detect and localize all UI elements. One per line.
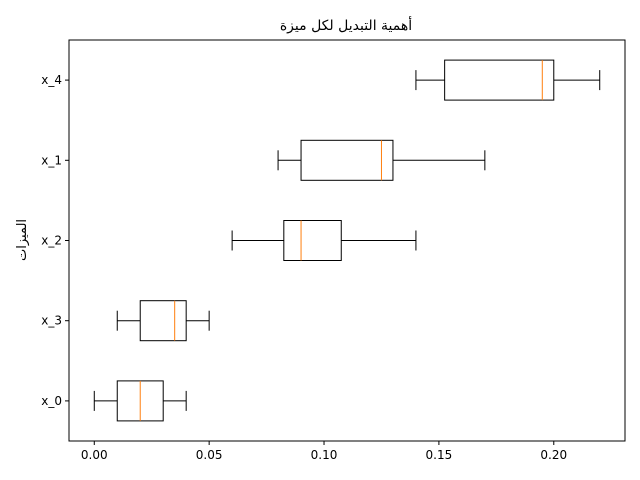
box-x_4: [444, 59, 555, 101]
x-tick-label: 0.00: [81, 448, 108, 462]
x-tick-label: 0.15: [426, 448, 453, 462]
y-axis-label: الميزات: [15, 219, 30, 261]
plot-area: 0.00 0.05 0.10 0.15 0.20 x_0 x_3 x_2 x_1 x_4: [41, 59, 601, 462]
y-tick-label: x_0: [41, 394, 62, 408]
plot-frame: [68, 39, 626, 442]
x-tick-label: 0.10: [311, 448, 338, 462]
x-tick-label: 0.05: [196, 448, 223, 462]
y-tick-label: x_3: [41, 314, 62, 328]
box-x_1: [300, 139, 394, 181]
box-x_3: [139, 300, 187, 342]
x-tick-label: 0.20: [540, 448, 567, 462]
y-tick-label: x_1: [41, 153, 62, 167]
box-x_2: [283, 220, 342, 261]
y-tick-label: x_4: [41, 73, 62, 87]
y-tick-label: x_2: [41, 234, 62, 248]
chart-title: أهمية التبديل لكل ميزة: [280, 16, 412, 34]
